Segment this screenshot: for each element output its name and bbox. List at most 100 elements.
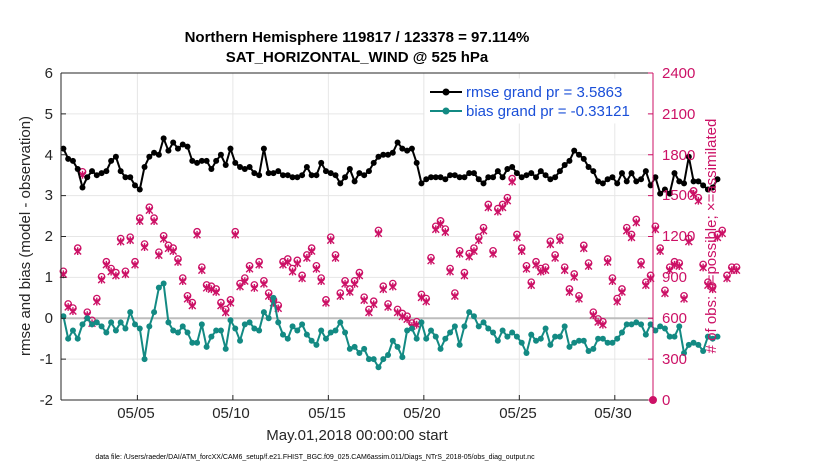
rmse-point	[523, 172, 530, 179]
bias-point	[351, 343, 358, 350]
rmse-point	[509, 164, 516, 171]
rmse-point	[251, 170, 258, 177]
obs-assimilated-marker	[541, 266, 550, 275]
bias-point	[318, 327, 325, 334]
rmse-point	[346, 166, 353, 173]
rmse-point	[490, 174, 497, 181]
bias-point	[461, 323, 468, 330]
bias-point	[599, 335, 606, 342]
obs-assimilated-marker	[632, 218, 641, 227]
bias-point	[227, 317, 234, 324]
rmse-point	[222, 161, 229, 168]
obs-assimilated-marker	[193, 230, 201, 239]
obs-assimilated-marker	[226, 299, 235, 307]
rmse-point	[595, 178, 602, 185]
obs-assimilated-marker	[694, 196, 703, 205]
bias-point	[265, 315, 272, 322]
obs-assimilated-marker	[245, 264, 254, 273]
obs-assimilated-marker	[312, 264, 321, 273]
rmse-point	[141, 164, 148, 171]
bias-point	[595, 335, 602, 342]
rmse-point	[470, 170, 477, 177]
rmse-point	[289, 174, 296, 181]
bias-point	[93, 319, 100, 326]
bias-point	[198, 321, 205, 328]
bias-point	[217, 327, 224, 334]
y-axis-right-label: # of obs: o=possible; ×=assimilated	[703, 119, 720, 354]
rmse-point	[671, 170, 678, 177]
obs-assimilated-marker	[288, 267, 297, 276]
rmse-point	[480, 180, 487, 187]
obs-assimilated-marker	[307, 247, 316, 256]
obs-assimilated-marker	[112, 271, 120, 280]
rmse-point	[704, 186, 711, 193]
rmse-point	[303, 164, 310, 171]
obs-assimilated-marker	[575, 294, 583, 303]
x-tick-label: 05/05	[117, 405, 155, 422]
obs-assimilated-marker	[422, 297, 431, 306]
obs-assimilated-marker	[336, 292, 345, 300]
bias-point	[356, 349, 363, 356]
rmse-point	[93, 172, 100, 179]
rmse-point	[513, 170, 520, 177]
obs-assimilated-marker	[97, 275, 106, 284]
rmse-point	[280, 172, 286, 179]
axis-ticks	[61, 72, 653, 401]
rmse-point	[437, 174, 444, 181]
rmse-point	[232, 159, 239, 166]
rmse-point	[638, 176, 645, 183]
y-right-tick-label: 1500	[662, 187, 695, 204]
rmse-point	[580, 155, 587, 162]
rmse-point	[695, 178, 702, 185]
y-left-tick-label: 1	[45, 269, 53, 286]
obs-assimilated-marker	[293, 259, 302, 268]
rmse-point	[413, 159, 420, 166]
bias-point	[160, 280, 167, 287]
obs-assimilated-marker	[350, 279, 359, 288]
rmse-point	[566, 157, 573, 164]
bias-point	[618, 329, 625, 336]
obs-assimilated-marker	[551, 254, 560, 262]
obs-assimilated-marker	[374, 229, 383, 238]
rmse-point	[375, 153, 382, 160]
rmse-point	[189, 157, 196, 164]
rmse-point	[466, 170, 473, 177]
bias-point	[65, 335, 72, 342]
bias-point	[213, 327, 220, 334]
obs-assimilated-marker	[427, 256, 435, 265]
rmse-point	[590, 168, 597, 175]
obs-assimilated-marker	[680, 294, 688, 303]
bias-point	[203, 343, 210, 350]
obs-assimilated-marker	[684, 237, 693, 246]
rmse-point	[404, 147, 411, 154]
bias-point	[470, 313, 477, 320]
obs-assimilated-marker	[498, 203, 507, 212]
rmse-point	[299, 172, 306, 179]
rmse-point	[132, 182, 138, 189]
obs-assimilated-marker	[178, 277, 187, 285]
obs-assimilated-marker	[470, 247, 478, 256]
bias-point	[222, 345, 229, 352]
bias-point	[533, 337, 540, 344]
bias-point	[389, 337, 396, 344]
rmse-point	[151, 149, 158, 156]
y-left-tick-label: 3	[45, 187, 53, 204]
obs-assimilated-marker	[116, 237, 125, 246]
obs-count-series	[59, 167, 741, 404]
rmse-point	[494, 168, 501, 175]
obs-assimilated-marker	[169, 247, 178, 256]
x-tick-label: 05/25	[499, 405, 537, 422]
obs-assimilated-marker	[584, 262, 593, 271]
obs-assimilated-marker	[484, 203, 493, 212]
rmse-point	[322, 168, 329, 175]
rmse-point	[408, 145, 415, 152]
y-right-tick-label: 900	[662, 269, 687, 286]
bias-point	[609, 339, 616, 346]
bias-point	[399, 354, 406, 361]
obs-assimilated-marker	[360, 296, 369, 305]
rmse-point	[122, 174, 129, 181]
bias-point	[657, 323, 664, 330]
bias-point	[681, 349, 688, 356]
rmse-point	[447, 172, 454, 179]
rmse-point	[284, 172, 291, 179]
